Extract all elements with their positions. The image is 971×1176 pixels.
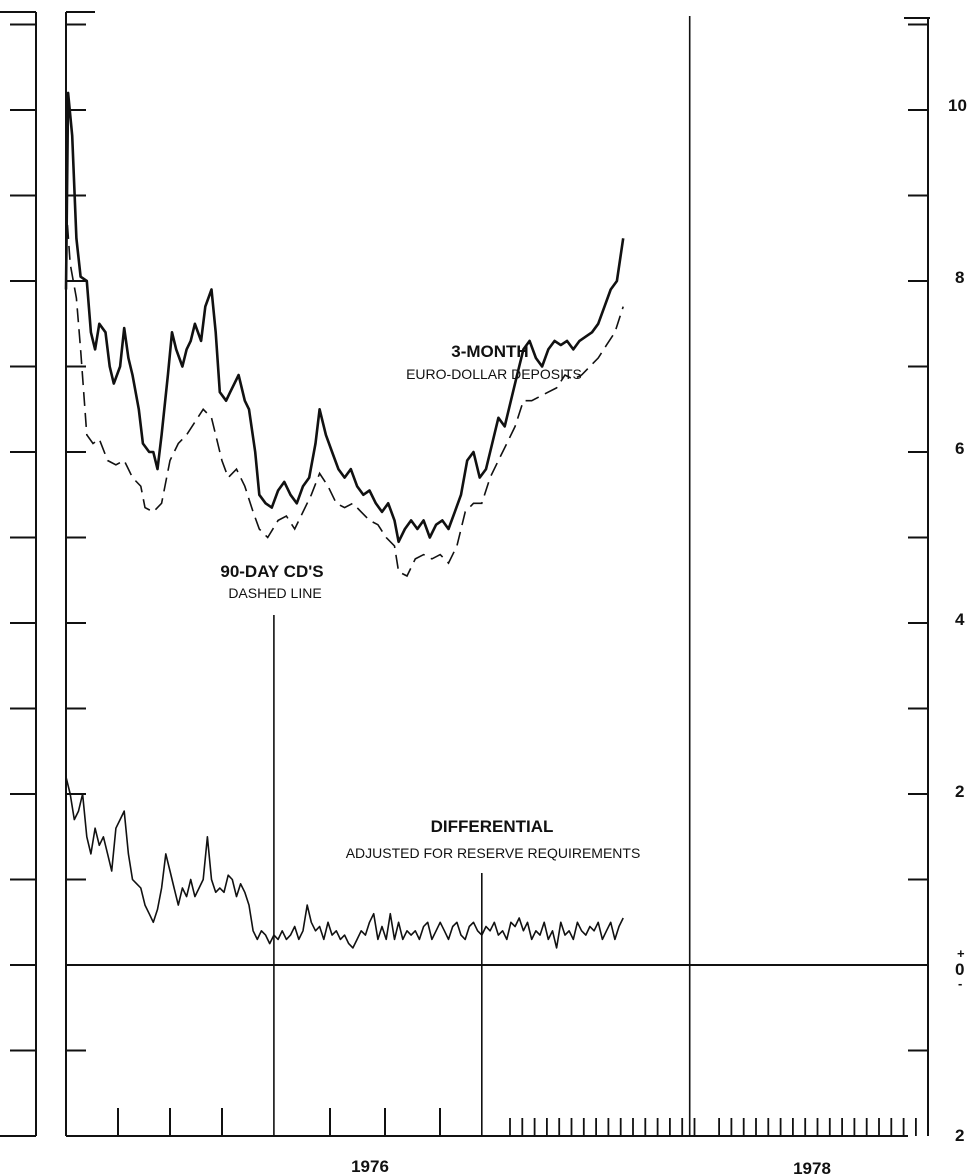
euro-annotation-title: 3-MONTH xyxy=(451,342,528,361)
y-tick-label-minus: - xyxy=(958,976,962,991)
y-tick-label-6: 6 xyxy=(955,439,964,458)
cd-annotation-title: 90-DAY CD'S xyxy=(220,562,323,581)
y-axis-ticks xyxy=(10,23,928,1052)
y-tick-label-plus: + xyxy=(957,946,965,961)
y-tick-label-10: 10 xyxy=(948,96,967,115)
series-line-diff xyxy=(65,776,624,949)
x-label-1978: 1978 xyxy=(793,1159,831,1176)
cd-annotation-sub: DASHED LINE xyxy=(228,585,321,601)
y-tick-label-2: 2 xyxy=(955,782,964,801)
y-tick-label-4: 4 xyxy=(955,610,965,629)
diff-annotation-sub: ADJUSTED FOR RESERVE REQUIREMENTS xyxy=(346,845,641,861)
euro-annotation-sub: EURO-DOLLAR DEPOSITS xyxy=(406,366,582,382)
axes-frame xyxy=(0,11,930,1137)
y-tick-label-0: 0 xyxy=(955,960,964,979)
y-tick-labels: 10 8 6 4 2 0 + - 2 xyxy=(948,96,967,1145)
y-tick-label-8: 8 xyxy=(955,268,964,287)
series-line-cd xyxy=(65,203,624,578)
annotations: 3-MONTH EURO-DOLLAR DEPOSITS 90-DAY CD'S… xyxy=(220,342,640,861)
y-tick-label-neg-2: 2 xyxy=(955,1126,964,1145)
x-tick-labels: 1976 1978 xyxy=(351,1157,831,1176)
x-axis-ticks xyxy=(117,1108,917,1136)
diff-annotation-title: DIFFERENTIAL xyxy=(431,817,554,836)
x-label-1976: 1976 xyxy=(351,1157,389,1176)
series-layer xyxy=(64,91,625,949)
series-line-euro xyxy=(64,91,625,544)
vertical-markers xyxy=(273,16,691,1136)
